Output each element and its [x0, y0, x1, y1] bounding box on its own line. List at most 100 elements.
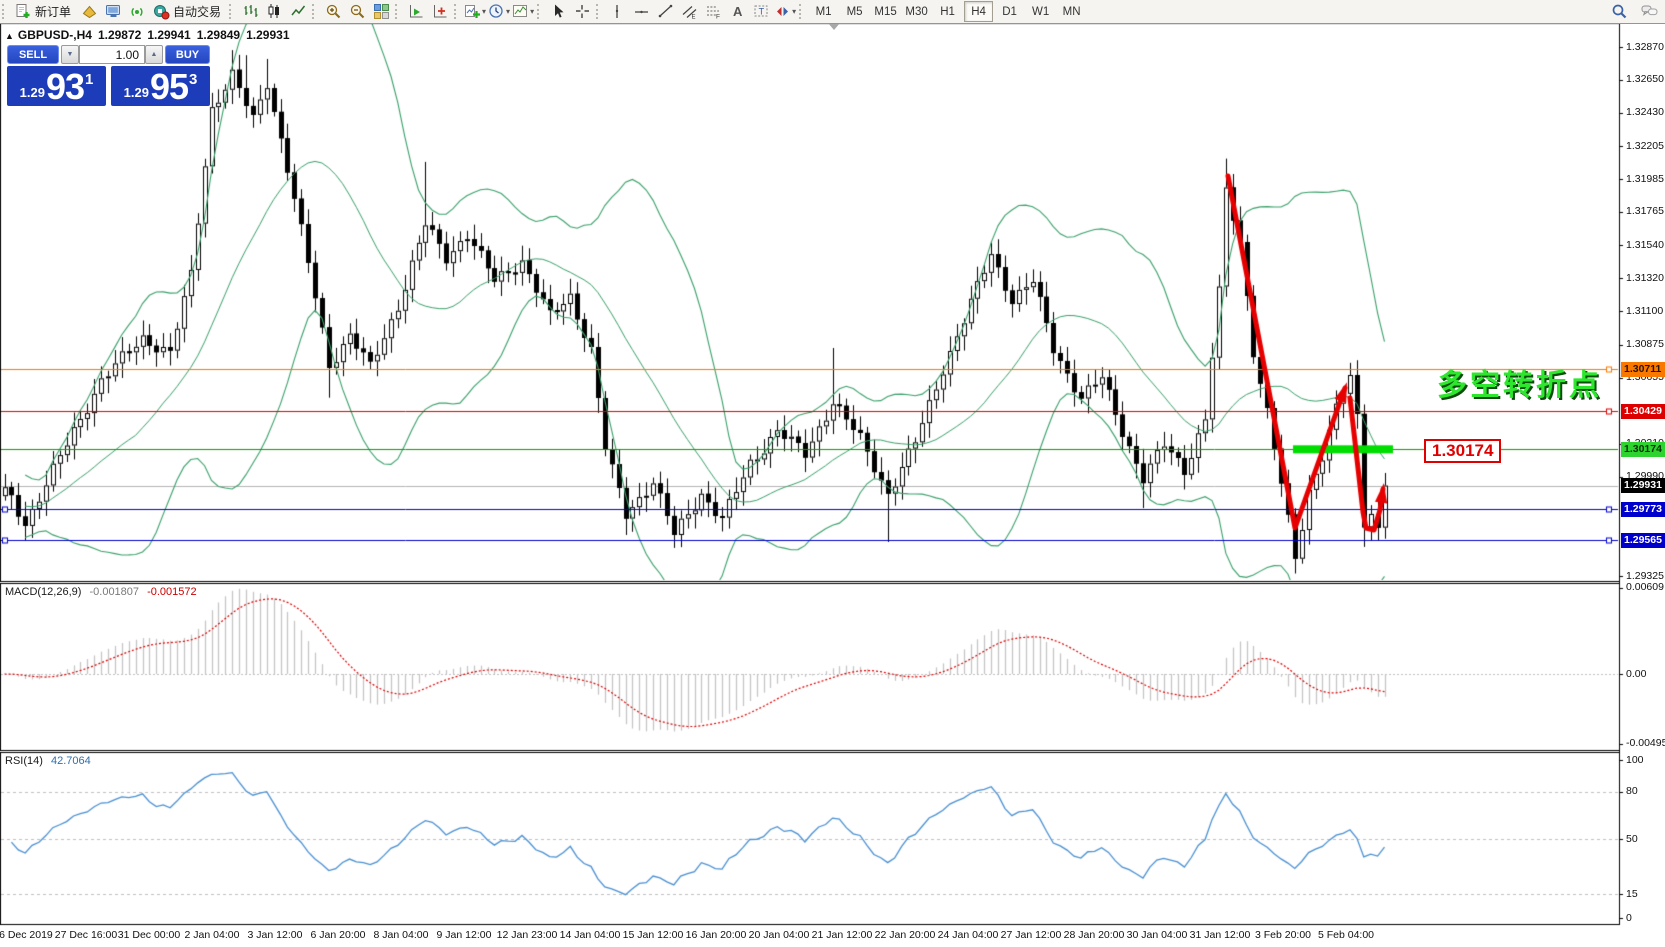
- sell-price-prefix: 1.29: [19, 85, 45, 100]
- arrows-misc-icon: [774, 3, 791, 20]
- ohlc-low: 1.29849: [196, 28, 241, 42]
- rsi-label-row: RSI(14) 42.7064: [5, 755, 91, 767]
- macd-label: MACD(12,26,9): [5, 586, 82, 598]
- svg-text:F: F: [716, 14, 720, 21]
- volume-input[interactable]: [79, 45, 145, 64]
- chart-title: ▲ GBPUSD-,H4 1.29872 1.29941 1.29849 1.29931: [5, 28, 296, 42]
- signal-icon: [129, 3, 146, 20]
- macd-label-row: MACD(12,26,9) -0.001807 -0.001572: [5, 586, 197, 598]
- fibo-icon: F: [705, 3, 722, 20]
- turning-point-annotation: 多空转折点: [1437, 369, 1602, 402]
- candlestick-chart-button[interactable]: [262, 1, 286, 23]
- ohlc-close: 1.29931: [246, 28, 290, 42]
- fibonacci-button[interactable]: F: [701, 1, 725, 23]
- new-order-button[interactable]: 新订单: [11, 1, 77, 23]
- terminal-button[interactable]: [101, 1, 125, 23]
- buy-button[interactable]: BUY: [165, 45, 210, 64]
- templates-button[interactable]: ▾: [511, 1, 535, 23]
- tile-windows-button[interactable]: [369, 1, 393, 23]
- zoom-out-icon: [349, 3, 366, 20]
- svg-text:E: E: [691, 15, 695, 21]
- dropdown-caret-icon: ▾: [506, 7, 511, 16]
- price-callout-label: 1.30174: [1424, 439, 1502, 463]
- toolbar-group-separator: [596, 4, 602, 19]
- chevron-down-icon: ▼: [66, 51, 74, 58]
- macd-signal-value: -0.001572: [147, 586, 197, 598]
- svg-text:A: A: [733, 4, 743, 19]
- volume-increase-button[interactable]: ▲: [145, 45, 163, 64]
- collapse-panel-icon[interactable]: ▲: [5, 31, 14, 41]
- one-click-trading-panel: SELL ▼ ▲ BUY 1.29 93 1 1.29 95 3: [7, 44, 210, 106]
- indicators-button[interactable]: ▾: [463, 1, 487, 23]
- timeframe-mn-button[interactable]: MN: [1062, 5, 1081, 18]
- clock-icon: [488, 3, 505, 20]
- toolbar-group-separator: [799, 4, 805, 19]
- rsi-label: RSI(14): [5, 755, 43, 767]
- macd-main-value: -0.001807: [89, 586, 140, 598]
- toolbar-group-separator: [229, 4, 235, 19]
- bars-chart-icon: [242, 3, 259, 20]
- window-splitter-icon[interactable]: [828, 23, 840, 30]
- buy-price-big: 95: [149, 66, 189, 107]
- toolbar-group-separator: [395, 4, 401, 19]
- toolbar-group-separator: [454, 4, 460, 19]
- timeframe-h4-button[interactable]: H4: [964, 1, 994, 22]
- dropdown-caret-icon: ▾: [482, 7, 487, 16]
- timeframe-w1-button[interactable]: W1: [1031, 5, 1050, 18]
- crosshair-button[interactable]: [570, 1, 594, 23]
- indicators-icon: [464, 3, 481, 20]
- trendline-button[interactable]: [653, 1, 677, 23]
- vline-icon: [609, 3, 626, 20]
- timeframe-d1-button[interactable]: D1: [1002, 5, 1017, 18]
- zoom-out-button[interactable]: [345, 1, 369, 23]
- doc-plus-icon: [15, 3, 32, 20]
- cursor-icon: [550, 3, 567, 20]
- arrows-button[interactable]: ▾: [773, 1, 797, 23]
- timeframe-m30-button[interactable]: M30: [905, 5, 928, 18]
- auto-trading-button[interactable]: 自动交易: [149, 1, 227, 23]
- ohlc-open: 1.29872: [97, 28, 142, 42]
- bar-chart-button[interactable]: [238, 1, 262, 23]
- signals-button[interactable]: [125, 1, 149, 23]
- sell-price[interactable]: 1.29 93 1: [7, 66, 106, 106]
- toolbar-group-separator: [537, 4, 543, 19]
- horizontal-line-button[interactable]: [629, 1, 653, 23]
- buy-price-pip: 3: [189, 71, 198, 88]
- vertical-line-button[interactable]: [605, 1, 629, 23]
- zoom-in-icon: [325, 3, 342, 20]
- chevron-up-icon: ▲: [150, 51, 158, 58]
- chart-shift-button[interactable]: [428, 1, 452, 23]
- volume-decrease-button[interactable]: ▼: [61, 45, 79, 64]
- autoscroll-icon: [408, 3, 425, 20]
- svg-text:T: T: [758, 7, 764, 17]
- buy-price-prefix: 1.29: [123, 85, 149, 100]
- equidistant-channel-button[interactable]: E: [677, 1, 701, 23]
- cursor-button[interactable]: [546, 1, 570, 23]
- toolbar-group-separator: [2, 4, 8, 19]
- zoom-in-button[interactable]: [321, 1, 345, 23]
- toolbar-group-separator: [312, 4, 318, 19]
- periods-button[interactable]: ▾: [487, 1, 511, 23]
- sell-price-big: 93: [45, 66, 85, 107]
- timeframe-h1-button[interactable]: H1: [940, 5, 955, 18]
- timeframe-m15-button[interactable]: M15: [874, 5, 897, 18]
- auto-scroll-button[interactable]: [404, 1, 428, 23]
- search-button[interactable]: [1607, 1, 1631, 23]
- chat-button[interactable]: [1637, 1, 1661, 23]
- autotrade-icon: [153, 3, 170, 20]
- text-label-button[interactable]: T: [749, 1, 773, 23]
- ohlc-high: 1.29941: [147, 28, 191, 42]
- template-icon: [512, 3, 529, 20]
- timeframe-m5-button[interactable]: M5: [846, 5, 863, 18]
- sell-price-pip: 1: [85, 71, 94, 88]
- text-button[interactable]: A: [725, 1, 749, 23]
- trendline-icon: [657, 3, 674, 20]
- rsi-value: 42.7064: [50, 755, 91, 767]
- chart-profile-button[interactable]: [77, 1, 101, 23]
- line-chart-button[interactable]: [286, 1, 310, 23]
- timeframe-m1-button[interactable]: M1: [815, 5, 832, 18]
- sell-button[interactable]: SELL: [7, 45, 59, 64]
- terminal-icon: [105, 3, 122, 20]
- buy-price[interactable]: 1.29 95 3: [111, 66, 210, 106]
